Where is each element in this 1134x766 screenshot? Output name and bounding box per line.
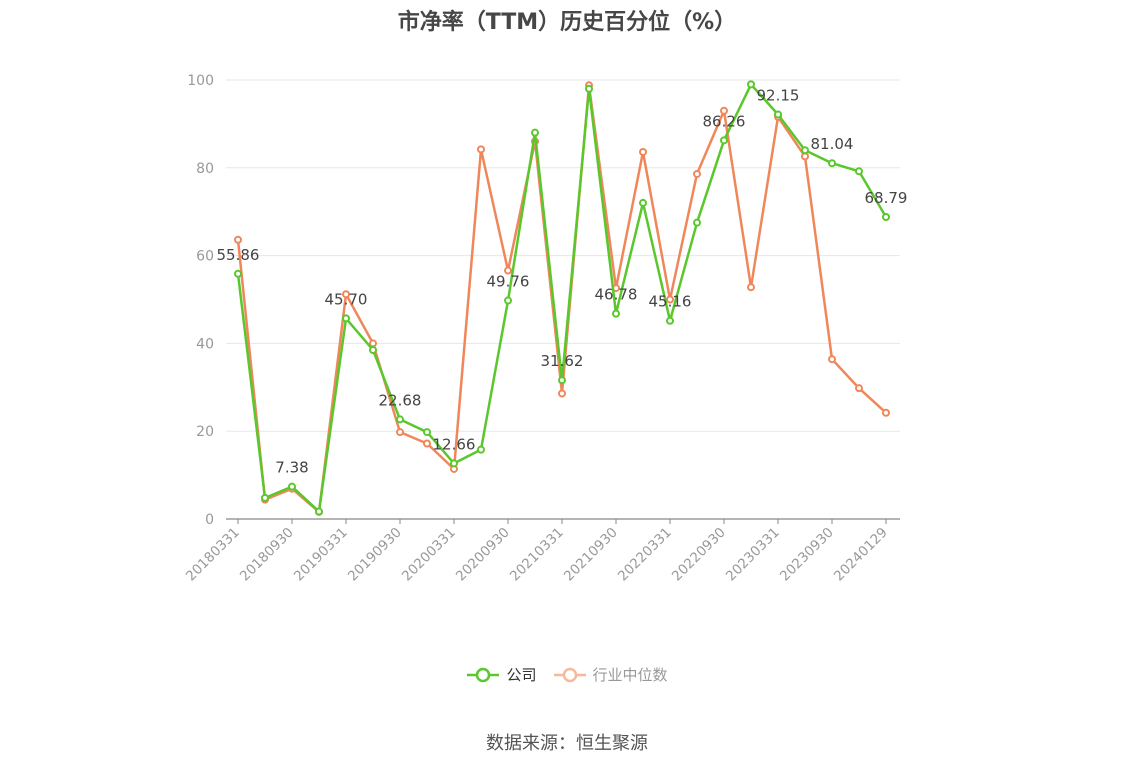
x-tick-label: 20230930: [777, 525, 837, 585]
chart-title: 市净率（TTM）历史百分位（%）: [397, 10, 737, 35]
legend-swatch: [467, 667, 500, 682]
data-point: [828, 355, 836, 364]
data-label: 45.16: [649, 293, 692, 311]
data-point: [612, 309, 620, 318]
data-point: [477, 145, 485, 154]
legend-label: 公司: [506, 666, 537, 684]
data-point: [342, 314, 350, 323]
x-tick-label: 20210331: [507, 525, 567, 585]
data-label: 45.70: [325, 290, 368, 308]
data-point: [666, 316, 674, 325]
data-point: [855, 167, 863, 176]
data-label-layer: 55.86 7.38 45.70 22.68 12.66 49.76 31.62 46.78 4…: [217, 86, 908, 476]
data-label: 22.68: [379, 391, 422, 409]
x-tick-label: 20190331: [291, 525, 351, 585]
data-point: [882, 213, 890, 222]
data-point: [423, 428, 431, 437]
data-point: [504, 296, 512, 305]
data-point: [882, 408, 890, 417]
data-point: [747, 80, 755, 89]
series-layer: [234, 80, 890, 516]
data-point: [801, 146, 809, 155]
x-tick-label: 20180331: [183, 525, 243, 585]
data-point: [774, 110, 782, 119]
data-point: [828, 159, 836, 168]
data-label: 92.15: [757, 86, 800, 104]
legend: 公司 行业中位数: [0, 664, 1134, 685]
x-tick-label: 20210930: [561, 525, 621, 585]
legend-item[interactable]: 行业中位数: [553, 664, 668, 685]
x-tick-label: 20220930: [669, 525, 729, 585]
data-point: [558, 376, 566, 385]
y-tick-label: 80: [196, 161, 214, 177]
data-point: [747, 283, 755, 292]
source-note: 数据来源：恒生聚源: [486, 733, 648, 754]
data-point: [396, 428, 404, 437]
legend-swatch-marker: [562, 667, 577, 682]
data-point: [396, 415, 404, 424]
data-point: [369, 339, 377, 348]
data-point: [288, 482, 296, 491]
legend-swatch: [553, 667, 586, 682]
data-point: [720, 136, 728, 145]
x-tick-label: 20230331: [723, 525, 783, 585]
data-point: [423, 439, 431, 448]
data-point: [450, 459, 458, 468]
x-tick-label: 20180930: [237, 525, 297, 585]
data-point: [369, 345, 377, 354]
data-point: [261, 493, 269, 502]
data-point: [801, 152, 809, 161]
y-tick-label: 20: [196, 424, 214, 440]
data-label: 12.66: [433, 435, 476, 453]
x-tick-label: 20200331: [399, 525, 459, 585]
legend-swatch-marker: [476, 667, 491, 682]
y-tick-label: 100: [187, 73, 214, 89]
data-point: [855, 384, 863, 393]
data-point: [639, 147, 647, 156]
data-label: 7.38: [275, 459, 308, 477]
data-point: [693, 218, 701, 227]
data-label: 55.86: [217, 246, 260, 264]
data-label: 81.04: [811, 135, 854, 153]
data-point: [315, 507, 323, 516]
data-label: 46.78: [595, 286, 638, 304]
data-point: [234, 269, 242, 278]
data-label: 86.26: [703, 112, 746, 130]
x-tick-label: 20190930: [345, 525, 405, 585]
data-point: [585, 84, 593, 93]
data-point: [342, 290, 350, 299]
x-tick-label: 20240129: [831, 525, 891, 585]
data-point: [504, 266, 512, 275]
data-point: [639, 198, 647, 207]
data-point: [531, 128, 539, 137]
data-label: 31.62: [541, 352, 584, 370]
y-tick-label: 60: [196, 249, 214, 265]
grid-layer: [226, 79, 900, 432]
y-tick-label: 40: [196, 336, 214, 352]
y-tick-label: 0: [205, 512, 214, 528]
axis-layer: 0 20 40 60 80 100 2018033120180930201903312019…: [183, 73, 900, 584]
legend-item[interactable]: 公司: [466, 664, 537, 685]
x-tick-label: 20200930: [453, 525, 513, 585]
data-point: [477, 445, 485, 454]
data-label: 68.79: [865, 189, 908, 207]
x-tick-label: 20220331: [615, 525, 675, 585]
data-point: [666, 295, 674, 304]
data-point: [720, 106, 728, 115]
legend-label: 行业中位数: [592, 666, 668, 684]
data-point: [693, 169, 701, 178]
data-point: [558, 389, 566, 398]
data-label: 49.76: [487, 273, 530, 291]
data-point: [234, 235, 242, 244]
